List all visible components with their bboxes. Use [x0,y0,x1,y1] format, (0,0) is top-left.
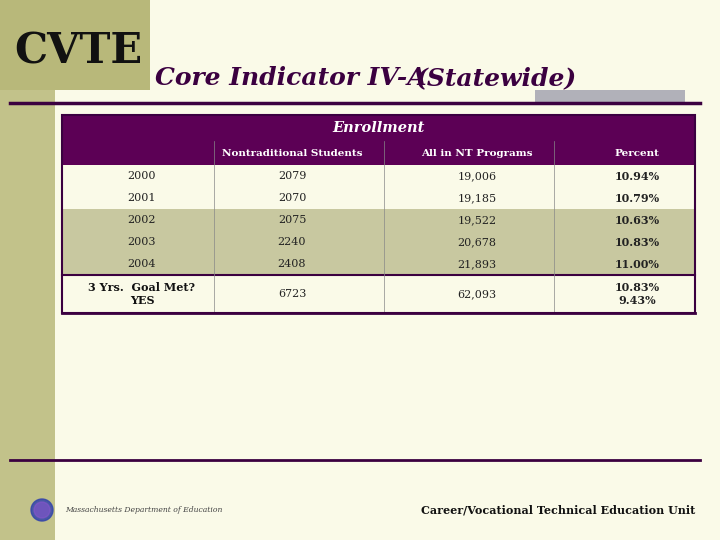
Text: 2240: 2240 [278,237,306,247]
Text: Career/Vocational Technical Education Unit: Career/Vocational Technical Education Un… [420,504,695,516]
Text: All in NT Programs: All in NT Programs [421,148,533,158]
Bar [62,253,695,275]
Bar [62,141,695,165]
Text: 3 Yrs.  Goal Met?
YES: 3 Yrs. Goal Met? YES [89,282,196,306]
Bar [62,115,695,141]
Text: Nontraditional Students: Nontraditional Students [222,148,362,158]
Text: 2408: 2408 [278,259,306,269]
Bar [62,115,695,313]
Bar [0,460,55,540]
Text: Enrollment: Enrollment [333,121,425,135]
Text: Percent: Percent [615,148,660,158]
Bar [62,231,695,253]
Bar [535,90,685,104]
Text: Massachusetts Department of Education: Massachusetts Department of Education [65,506,222,514]
Text: 2002: 2002 [127,215,156,225]
Text: 2079: 2079 [278,171,306,181]
Text: 62,093: 62,093 [457,289,497,299]
Bar [62,165,695,187]
Text: 10.63%: 10.63% [614,214,660,226]
Text: 10.83%: 10.83% [614,237,660,247]
Text: 21,893: 21,893 [457,259,497,269]
Text: 6723: 6723 [278,289,306,299]
Text: 2001: 2001 [127,193,156,203]
Text: 11.00%: 11.00% [615,259,660,269]
Bar [62,275,695,313]
Text: 2070: 2070 [278,193,306,203]
Text: 19,185: 19,185 [457,193,497,203]
Text: (Statewide): (Statewide) [415,66,576,90]
Bar [62,187,695,209]
Text: 19,006: 19,006 [457,171,497,181]
Text: Core Indicator IV-A: Core Indicator IV-A [155,66,427,90]
Circle shape [34,502,50,518]
Text: 20,678: 20,678 [457,237,497,247]
Text: 10.79%: 10.79% [614,192,660,204]
Text: CVTE: CVTE [14,31,142,73]
Text: 19,522: 19,522 [457,215,497,225]
Text: 10.83%
9.43%: 10.83% 9.43% [614,282,660,306]
Bar [62,209,695,231]
Text: 2000: 2000 [127,171,156,181]
Bar [0,0,150,90]
Circle shape [31,499,53,521]
Text: 2004: 2004 [127,259,156,269]
Text: 10.94%: 10.94% [614,171,660,181]
Text: 2075: 2075 [278,215,306,225]
Bar [0,90,55,460]
Text: 2003: 2003 [127,237,156,247]
